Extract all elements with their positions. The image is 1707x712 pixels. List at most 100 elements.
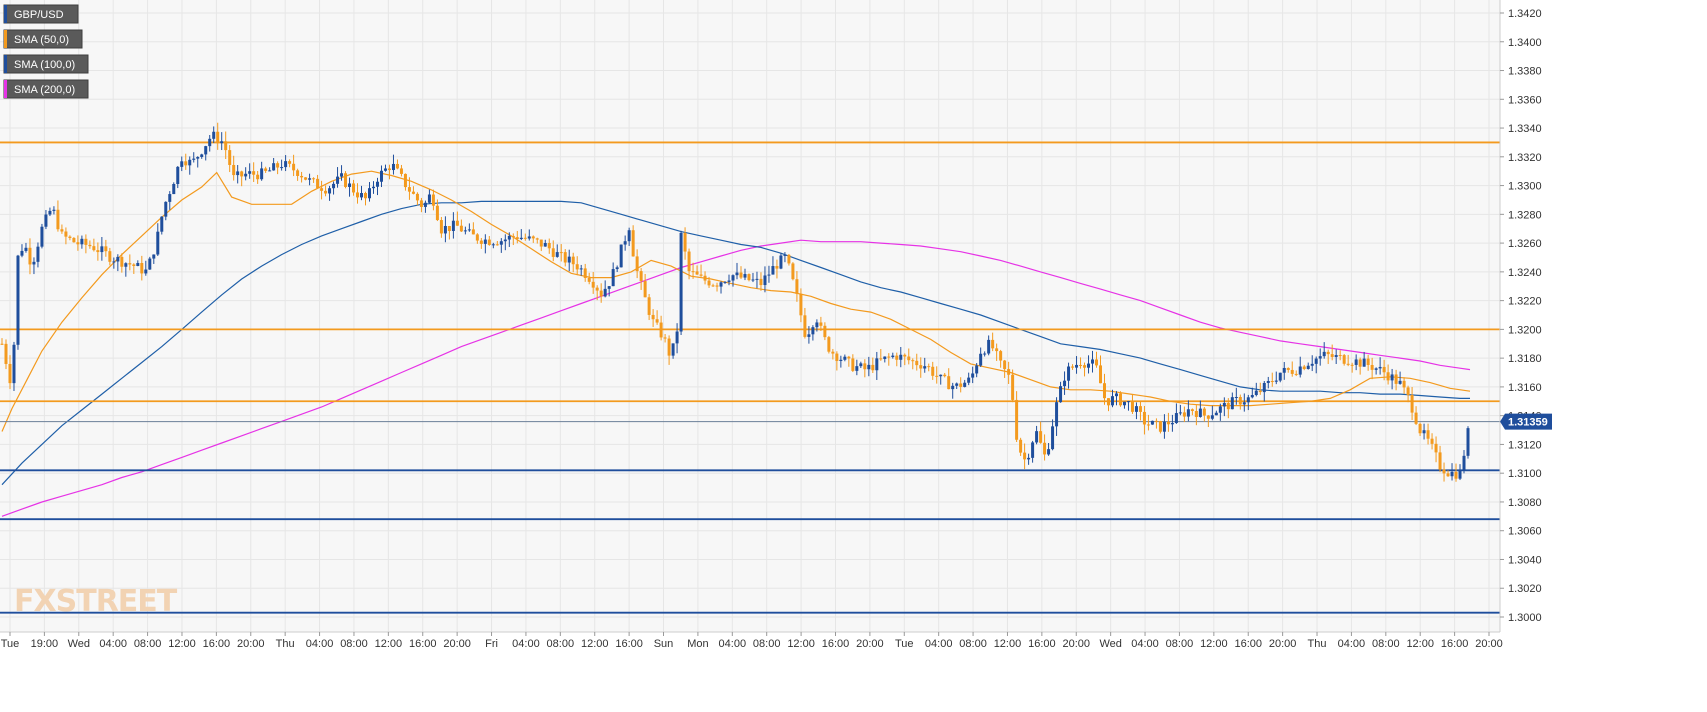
candle-body — [451, 220, 455, 232]
candle-body — [1011, 374, 1015, 400]
candle-body — [1314, 358, 1318, 364]
candle-body — [260, 168, 264, 180]
candle-body — [276, 163, 280, 168]
candle-body — [731, 275, 735, 281]
candle-body — [495, 244, 499, 246]
y-tick-label: 1.3000 — [1508, 612, 1542, 624]
candle-body — [1398, 380, 1402, 384]
x-tick-label: Thu — [1308, 638, 1327, 650]
legend-item[interactable]: GBP/USD — [3, 4, 79, 24]
candle-body — [867, 364, 871, 370]
candle-body — [803, 315, 807, 337]
y-tick-label: 1.3320 — [1508, 152, 1542, 164]
candle-body — [775, 266, 779, 269]
candle-body — [1258, 390, 1262, 393]
candle-body — [911, 360, 915, 362]
candle-body — [1150, 420, 1154, 425]
candle-body — [1458, 470, 1462, 479]
candle-body — [252, 171, 256, 175]
candle-body — [559, 252, 563, 254]
x-tick-label: 16:00 — [409, 638, 437, 650]
x-tick-label: 12:00 — [1200, 638, 1228, 650]
candle-body — [891, 355, 895, 358]
candle-body — [583, 268, 587, 278]
candle-body — [647, 297, 651, 315]
candle-body — [815, 322, 819, 328]
y-tick-label: 1.3380 — [1508, 66, 1542, 78]
legend-item[interactable]: SMA (50,0) — [3, 29, 83, 49]
candle-body — [1122, 401, 1126, 406]
candle-body — [1390, 374, 1394, 381]
candle-body — [1270, 381, 1274, 383]
candle-body — [687, 251, 691, 272]
candle-body — [128, 263, 132, 265]
candle-body — [491, 244, 495, 246]
candle-body — [903, 354, 907, 357]
candle-body — [1410, 395, 1414, 413]
candle-body — [419, 200, 423, 207]
candle-body — [1102, 383, 1106, 399]
x-tick-label: 04:00 — [99, 638, 127, 650]
sma-200-line — [1, 239, 1471, 517]
candle-body — [379, 170, 383, 182]
candle-body — [1206, 415, 1210, 419]
candle-body — [651, 314, 655, 320]
candle-body — [20, 250, 24, 256]
candle-body — [228, 150, 232, 165]
candle-body — [915, 360, 919, 366]
candle-body — [1035, 431, 1039, 443]
candle-body — [627, 230, 631, 242]
candle-body — [1182, 412, 1186, 417]
y-tick-label: 1.3100 — [1508, 468, 1542, 480]
candle-body — [615, 267, 619, 270]
candle-body — [811, 327, 815, 335]
candle-body — [823, 325, 827, 338]
candle-body — [120, 256, 124, 267]
candle-body — [1242, 402, 1246, 405]
candle-body — [931, 366, 935, 376]
x-tick-label: 20:00 — [856, 638, 884, 650]
candle-body — [735, 272, 739, 276]
candle-body — [639, 271, 643, 282]
legend-item[interactable]: SMA (200,0) — [3, 79, 89, 99]
x-tick-label: 16:00 — [1441, 638, 1469, 650]
candle-body — [48, 210, 52, 215]
candle-body — [567, 256, 571, 263]
candle-body — [1031, 442, 1035, 458]
current-price-label: 1.31359 — [1508, 417, 1548, 429]
candle-body — [655, 319, 659, 323]
legend-item[interactable]: SMA (100,0) — [3, 54, 89, 74]
candle-body — [16, 255, 20, 345]
candle-body — [1071, 366, 1075, 368]
candle-body — [1286, 367, 1290, 370]
candle-body — [1266, 381, 1270, 383]
candle-body — [783, 254, 787, 256]
candle-body — [387, 168, 391, 171]
y-tick-label: 1.3040 — [1508, 554, 1542, 566]
candle-body — [64, 231, 68, 237]
x-tick-label: Tue — [895, 638, 914, 650]
x-tick-label: 08:00 — [1372, 638, 1400, 650]
candle-body — [435, 205, 439, 221]
candle-body — [571, 256, 575, 265]
candle-body — [595, 287, 599, 291]
candle-body — [459, 225, 463, 232]
candle-body — [463, 230, 467, 232]
candle-body — [799, 293, 803, 316]
candle-body — [1146, 424, 1150, 426]
candle-body — [611, 269, 615, 287]
candle-body — [196, 156, 200, 159]
candle-body — [859, 363, 863, 367]
candle-body — [1294, 373, 1298, 375]
candle-body — [356, 192, 360, 198]
y-tick-label: 1.3180 — [1508, 353, 1542, 365]
candle-body — [439, 220, 443, 234]
y-tick-label: 1.3120 — [1508, 439, 1542, 451]
candle-body — [1234, 397, 1238, 399]
x-tick-label: 04:00 — [1338, 638, 1366, 650]
candle-body — [1426, 430, 1430, 439]
candle-body — [1378, 366, 1382, 369]
legend-swatch — [4, 80, 7, 98]
candle-body — [1414, 412, 1418, 424]
